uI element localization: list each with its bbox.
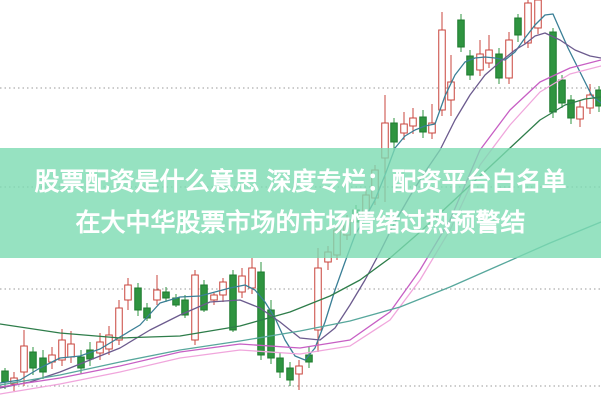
candle-down <box>200 284 208 311</box>
candle-up <box>534 0 542 29</box>
candle-up <box>524 2 532 44</box>
candle-up <box>219 281 227 296</box>
candle-down <box>390 122 398 143</box>
candle-down <box>276 357 284 373</box>
title-overlay-band: 股票配资是什么意思 深度专栏：配资平台白名单 在大中华股票市场的市场情绪过热预警… <box>0 148 601 258</box>
candle-down <box>514 17 522 36</box>
ma-slow-teal-line <box>0 221 601 386</box>
candle-up <box>428 122 436 134</box>
candle-up <box>295 365 303 375</box>
candle-up <box>153 289 161 301</box>
candle-up <box>115 307 123 341</box>
candle-down <box>1 370 9 383</box>
candle-down <box>29 351 37 369</box>
candle-down <box>567 99 575 119</box>
ma-green-line <box>0 96 601 339</box>
candle-down <box>162 291 170 299</box>
candle-up <box>58 339 66 361</box>
candle-down <box>134 287 142 311</box>
candle-down <box>495 53 503 79</box>
candle-up <box>210 294 218 301</box>
candle-up <box>20 345 28 373</box>
candle-up <box>485 49 493 64</box>
candle-down <box>419 116 427 133</box>
ma-pink-line <box>0 65 601 395</box>
candle-down <box>466 55 474 76</box>
candle-up <box>248 267 256 289</box>
candle-down <box>267 309 275 359</box>
candle-up <box>238 275 246 293</box>
candle-up <box>438 29 446 111</box>
candle-up <box>124 284 132 301</box>
candle-up <box>576 106 584 120</box>
headline-line-2: 在大中华股票市场的市场情绪过热预警结 <box>75 209 526 237</box>
candle-down <box>181 299 189 316</box>
headline-line-1: 股票配资是什么意思 深度专栏：配资平台白名单 <box>34 167 567 196</box>
candle-up <box>409 117 417 127</box>
candle-down <box>286 367 294 381</box>
candle-down <box>229 274 237 331</box>
candle-up <box>314 267 322 331</box>
candle-down <box>457 19 465 48</box>
candle-up <box>400 123 408 134</box>
ma-magenta-line <box>0 59 601 388</box>
candle-up <box>67 343 75 358</box>
candle-down <box>86 349 94 360</box>
candle-up <box>476 53 484 71</box>
candle-down <box>257 271 265 356</box>
candle-up <box>586 94 594 109</box>
candle-down <box>549 31 557 113</box>
candle-down <box>558 79 566 104</box>
